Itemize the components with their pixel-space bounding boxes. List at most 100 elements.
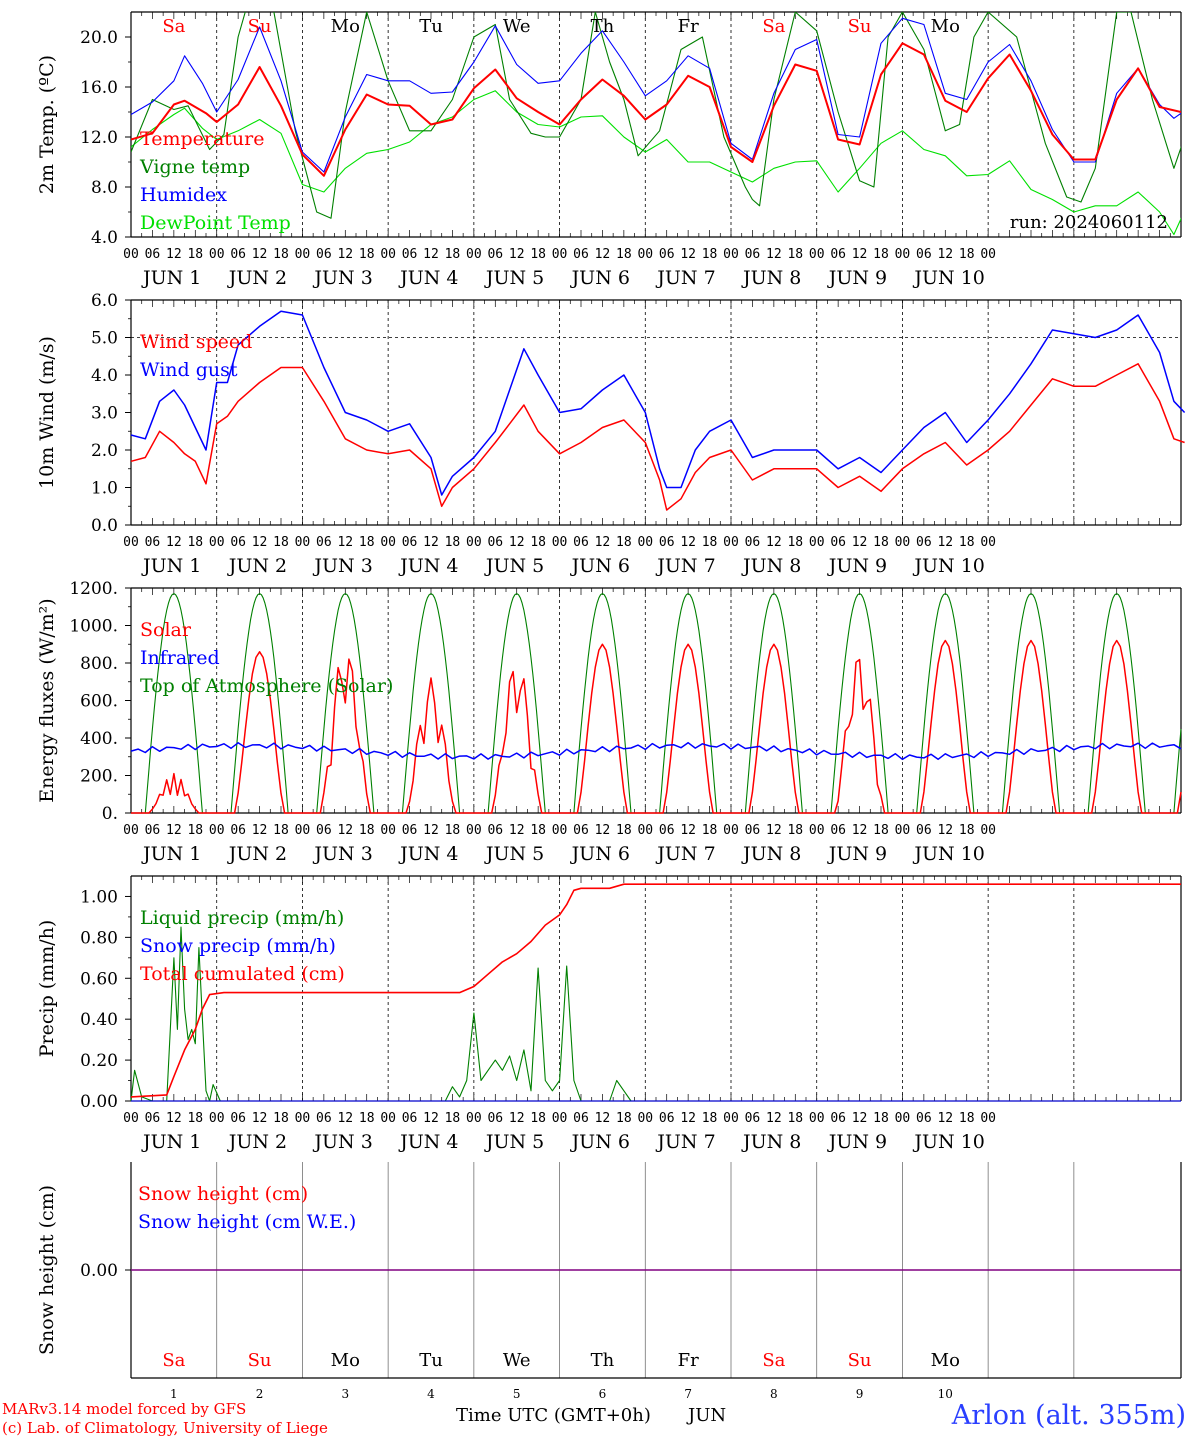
hour-tick-label: 18 [187, 535, 203, 550]
hour-tick-label: 18 [187, 1111, 203, 1126]
hour-tick-label: 12 [509, 535, 525, 550]
legend-solar: Solar [140, 619, 192, 641]
day-label: JUN 10 [912, 843, 984, 865]
day-number: 8 [770, 1387, 778, 1401]
day-label: JUN 2 [227, 267, 287, 289]
series-dewpoint-temp [131, 90, 1181, 236]
hour-tick-label: 00 [980, 823, 996, 838]
hour-tick-label: 00 [209, 247, 225, 262]
hour-tick-label: 18 [873, 1111, 889, 1126]
hour-tick-label: 18 [702, 1111, 718, 1126]
hour-tick-label: 12 [766, 823, 782, 838]
hour-tick-label: 12 [852, 1111, 868, 1126]
legend-snow-precip-mm-h-: Snow precip (mm/h) [140, 935, 336, 957]
hour-tick-label: 18 [530, 1111, 546, 1126]
model-credit: MARv3.14 model forced by GFS [2, 1400, 247, 1418]
hour-tick-label: 06 [402, 535, 418, 550]
day-label: JUN 2 [227, 1131, 287, 1153]
hour-tick-label: 12 [509, 247, 525, 262]
hour-tick-label: 00 [809, 1111, 825, 1126]
hour-tick-label: 06 [402, 1111, 418, 1126]
y-tick-label: 0.80 [80, 928, 118, 948]
month-label: JUN [688, 1405, 727, 1426]
hour-tick-label: 18 [445, 823, 461, 838]
hour-tick-label: 12 [937, 1111, 953, 1126]
day-label: JUN 8 [741, 843, 801, 865]
series-liquid-precip [130, 926, 1181, 1102]
day-label: JUN 9 [827, 555, 887, 577]
hour-tick-label: 00 [295, 823, 311, 838]
hour-tick-label: 12 [680, 247, 696, 262]
y-tick-label: 0.00 [80, 1261, 118, 1281]
hour-tick-label: 06 [145, 823, 161, 838]
hour-tick-label: 00 [466, 823, 482, 838]
hour-tick-label: 06 [573, 1111, 589, 1126]
day-name-bottom: We [503, 1350, 531, 1371]
hour-tick-label: 06 [830, 1111, 846, 1126]
hour-tick-label: 12 [937, 247, 953, 262]
legend-wind-speed: Wind speed [140, 331, 252, 353]
y-tick-label: 12.0 [80, 128, 118, 148]
hour-tick-label: 18 [959, 1111, 975, 1126]
day-label: JUN 1 [141, 555, 201, 577]
day-label: JUN 7 [655, 1131, 715, 1153]
day-label: JUN 8 [741, 555, 801, 577]
day-name: Mo [931, 16, 960, 37]
y-tick-label: 0. [102, 804, 118, 824]
station-title: Arlon (alt. 355m) [951, 1400, 1186, 1431]
day-name: Su [248, 16, 272, 37]
hour-tick-label: 00 [380, 247, 396, 262]
hour-tick-label: 18 [702, 823, 718, 838]
hour-tick-label: 06 [145, 535, 161, 550]
hour-tick-label: 06 [487, 823, 503, 838]
day-number: 7 [684, 1387, 692, 1401]
day-label: JUN 7 [655, 555, 715, 577]
day-label: JUN 3 [312, 1131, 372, 1153]
day-label: JUN 6 [570, 1131, 630, 1153]
hour-tick-label: 18 [616, 247, 632, 262]
hour-tick-label: 00 [552, 823, 568, 838]
y-tick-label: 16.0 [80, 78, 118, 98]
day-name-bottom: Su [848, 1350, 872, 1371]
hour-tick-label: 00 [980, 1111, 996, 1126]
hour-tick-label: 12 [252, 535, 268, 550]
hour-tick-label: 12 [423, 535, 439, 550]
hour-tick-label: 18 [359, 247, 375, 262]
hour-tick-label: 06 [316, 1111, 332, 1126]
hour-tick-label: 00 [980, 535, 996, 550]
day-name-bottom: Su [248, 1350, 272, 1371]
hour-tick-label: 06 [402, 247, 418, 262]
series-humidex [131, 17, 1181, 173]
hour-tick-label: 00 [552, 535, 568, 550]
hour-tick-label: 18 [787, 1111, 803, 1126]
day-label: JUN 10 [912, 1131, 984, 1153]
hour-tick-label: 00 [895, 247, 911, 262]
hour-tick-label: 18 [702, 535, 718, 550]
y-tick-label: 0.60 [80, 969, 118, 989]
hour-tick-label: 00 [895, 535, 911, 550]
legend-infrared: Infrared [140, 647, 220, 669]
y-tick-label: 2.0 [91, 441, 118, 461]
day-label: JUN 10 [912, 555, 984, 577]
day-label: JUN 8 [741, 267, 801, 289]
hour-tick-label: 18 [273, 823, 289, 838]
legend-wind-gust: Wind gust [140, 359, 238, 381]
y-axis-title: Energy fluxes (W/m²) [36, 598, 58, 802]
hour-tick-label: 06 [487, 535, 503, 550]
hour-tick-label: 06 [230, 247, 246, 262]
y-tick-label: 800. [80, 654, 118, 674]
hour-tick-label: 18 [959, 247, 975, 262]
hour-tick-label: 18 [445, 247, 461, 262]
day-label: JUN 6 [570, 843, 630, 865]
day-label: JUN 10 [912, 267, 984, 289]
run-annotation: run: 2024060112 [1010, 212, 1168, 233]
day-label: JUN 4 [398, 267, 458, 289]
hour-tick-label: 06 [916, 535, 932, 550]
hour-tick-label: 06 [230, 823, 246, 838]
hour-tick-label: 12 [595, 823, 611, 838]
day-number: 9 [856, 1387, 864, 1401]
hour-tick-label: 12 [166, 823, 182, 838]
y-tick-label: 5.0 [91, 329, 118, 349]
hour-tick-label: 00 [466, 1111, 482, 1126]
